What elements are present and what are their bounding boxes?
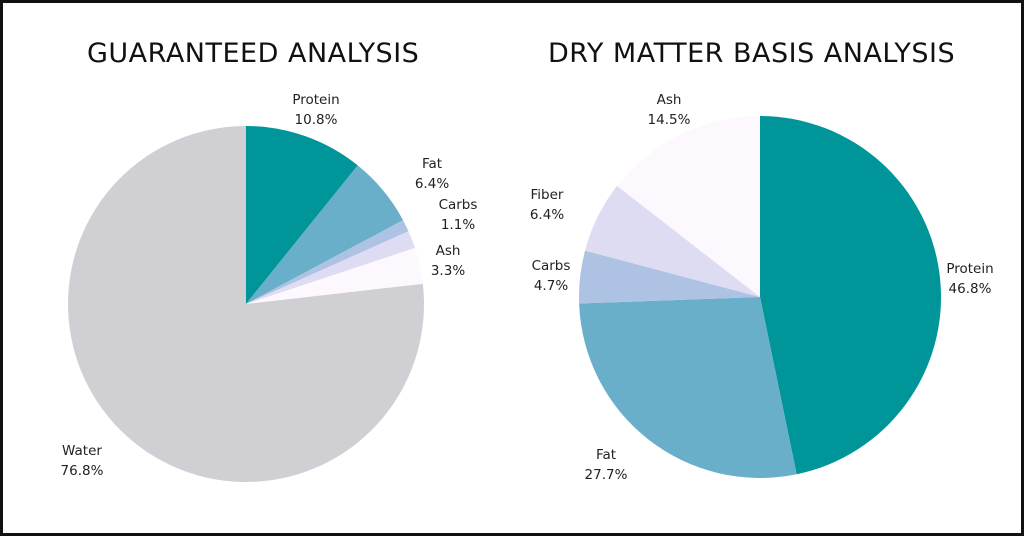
slice-label-water: Water 76.8% <box>61 443 104 479</box>
slice-label-value: 46.8% <box>949 281 992 297</box>
slice-label-name: Ash <box>436 243 461 259</box>
pie-slice-carbs <box>246 220 409 304</box>
slice-label-ash: Ash 14.5% <box>648 92 691 128</box>
pie-guaranteed-analysis: Protein 10.8% Fat 6.4% Carbs 1.1% Ash 3.3% Water… <box>61 92 478 482</box>
pie-slice-fat <box>246 165 404 304</box>
slice-label-name: Water <box>62 443 102 459</box>
pie-slice-ash <box>246 247 423 304</box>
slice-label-value: 6.4% <box>415 176 449 192</box>
slice-label-name: Ash <box>657 92 682 108</box>
slice-label-name: Protein <box>292 92 339 108</box>
slice-label-value: 6.4% <box>530 207 564 223</box>
pie-slice-fat <box>579 297 797 479</box>
chart-title-dry-matter: DRY MATTER BASIS ANALYSIS <box>548 38 956 69</box>
slice-label-protein: Protein 46.8% <box>946 261 993 297</box>
slice-label-protein: Protein 10.8% <box>292 92 339 128</box>
slice-label-value: 10.8% <box>295 112 338 128</box>
slice-label-fat: Fat 27.7% <box>585 447 628 483</box>
slice-label-carbs: Carbs 4.7% <box>532 258 571 294</box>
slice-label-fiber: Fiber 6.4% <box>530 187 564 223</box>
slice-label-value: 1.1% <box>441 217 475 233</box>
pie-slice-fiber <box>246 231 415 304</box>
slice-label-ash: Ash 3.3% <box>431 243 465 279</box>
slice-label-name: Carbs <box>439 197 478 213</box>
slice-label-value: 3.3% <box>431 263 465 279</box>
pie-slice-protein <box>760 116 942 475</box>
pie-slice-ash <box>617 115 760 297</box>
pie-slice-protein <box>246 126 358 304</box>
slice-label-value: 76.8% <box>61 463 104 479</box>
pie-dry-matter-analysis: Protein 46.8% Fat 27.7% Carbs 4.7% Fiber 6.4% As… <box>530 92 994 483</box>
slice-label-value: 4.7% <box>534 278 568 294</box>
pie-slice-carbs <box>579 250 760 304</box>
slice-label-value: 14.5% <box>648 112 691 128</box>
chart-title-guaranteed: GUARANTEED ANALYSIS <box>87 38 420 69</box>
slice-label-name: Fiber <box>531 187 564 203</box>
slice-label-fat: Fat 6.4% <box>415 156 449 192</box>
pie-slice-fiber <box>585 185 760 297</box>
slice-label-name: Fat <box>596 447 616 463</box>
slice-label-value: 27.7% <box>585 467 628 483</box>
slice-label-name: Fat <box>422 156 442 172</box>
slice-label-carbs: Carbs 1.1% <box>439 197 478 233</box>
slice-label-name: Protein <box>946 261 993 277</box>
pie-slice-water <box>67 126 424 482</box>
slice-label-name: Carbs <box>532 258 571 274</box>
